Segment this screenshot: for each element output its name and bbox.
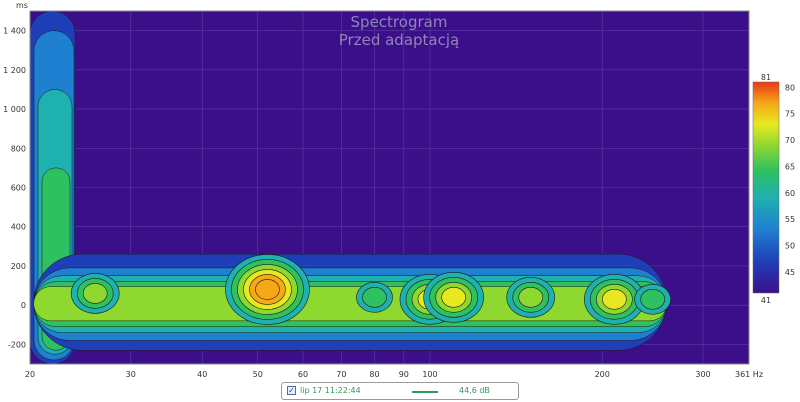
x-tick-label: 70: [336, 370, 346, 379]
colorbar-max-label: 81: [761, 73, 771, 82]
x-axis: 20 30 40 50 60 70 80 90 100 200 300 361 Hz: [25, 370, 763, 379]
x-tick-label: 100: [422, 370, 437, 379]
chart-subtitle: Przed adaptacją: [339, 31, 459, 49]
colorbar-tick-label: 80: [785, 83, 795, 92]
y-axis: 1 400 1 200 1 000 800 600 400 200 0 -200: [3, 27, 26, 350]
colorbar: 81 41 80 75 70 65 60 55 50 45: [752, 73, 795, 305]
peak-contour: [640, 288, 665, 310]
x-tick-label: 200: [595, 370, 610, 379]
colorbar-tick-label: 70: [785, 136, 795, 145]
colorbar-min-label: 41: [761, 296, 771, 305]
y-tick-label: 1 200: [3, 66, 26, 75]
x-tick-label: 80: [369, 370, 379, 379]
y-tick-label: -200: [8, 340, 26, 349]
x-tick-label: 50: [253, 370, 263, 379]
peak-contour: [82, 283, 108, 304]
y-axis-label: ms: [16, 1, 28, 10]
y-tick-label: 1 400: [3, 27, 26, 36]
x-tick-label: 20: [25, 370, 35, 379]
x-tick-label: 300: [695, 370, 710, 379]
chart-title: Spectrogram: [351, 13, 448, 31]
peak-contour: [518, 287, 544, 308]
colorbar-gradient: [752, 81, 780, 294]
x-tick-label: 40: [197, 370, 207, 379]
x-tick-label: 30: [126, 370, 136, 379]
x-tick-label: 361 Hz: [735, 370, 763, 379]
plot-border: [29, 10, 750, 365]
y-tick-label: 400: [11, 223, 26, 232]
colorbar-tick-label: 60: [785, 189, 795, 198]
x-tick-label: 90: [399, 370, 409, 379]
legend-series-label: lip 17 11:22:44: [300, 386, 361, 395]
peak-contour: [255, 279, 280, 300]
colorbar-tick-label: 45: [785, 268, 795, 277]
legend-level: 44,6 dB: [459, 386, 490, 395]
peak-contour: [602, 288, 627, 310]
y-tick-label: 0: [21, 301, 26, 310]
peak-contour: [441, 287, 466, 308]
colorbar-tick-label: 50: [785, 242, 795, 251]
y-tick-label: 600: [11, 184, 26, 193]
legend-box: ✓ lip 17 11:22:44 44,6 dB: [281, 382, 519, 400]
spectrogram-surface: [30, 11, 671, 364]
legend-line-swatch: [412, 391, 438, 393]
y-tick-label: 1 000: [3, 105, 26, 114]
colorbar-tick-label: 55: [785, 215, 795, 224]
y-tick-label: 200: [11, 262, 26, 271]
contour-band: [33, 286, 667, 322]
y-tick-label: 800: [11, 144, 26, 153]
colorbar-tick-label: 65: [785, 162, 795, 171]
peak-contour: [362, 287, 387, 308]
legend-checkbox[interactable]: ✓: [287, 386, 296, 395]
x-tick-label: 60: [298, 370, 308, 379]
colorbar-tick-label: 75: [785, 110, 795, 119]
